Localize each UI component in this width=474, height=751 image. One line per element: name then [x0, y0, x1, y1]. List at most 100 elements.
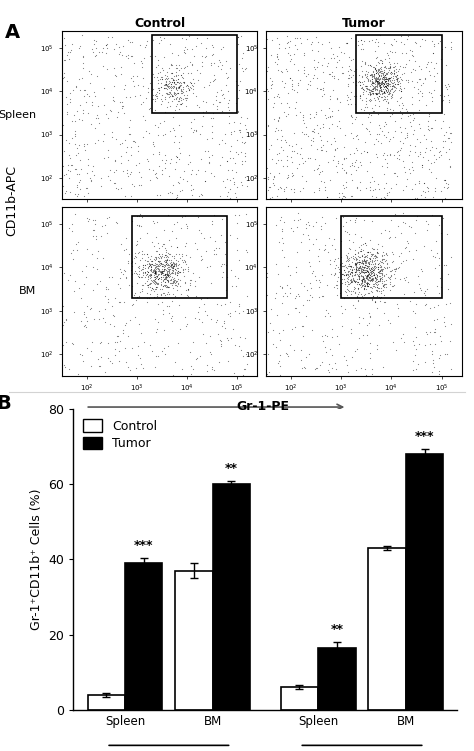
Point — [426, 327, 433, 339]
Point — [379, 68, 386, 80]
Point — [367, 264, 374, 276]
Point — [283, 181, 290, 193]
Point — [168, 83, 175, 95]
Point — [351, 274, 358, 286]
Point — [382, 78, 390, 90]
Point — [304, 78, 311, 90]
Point — [242, 62, 249, 74]
Point — [237, 345, 245, 357]
Point — [166, 273, 174, 285]
Text: CD11b-APC: CD11b-APC — [5, 165, 18, 237]
Point — [421, 356, 428, 368]
Point — [288, 78, 296, 90]
Point — [136, 264, 143, 276]
Point — [175, 103, 182, 115]
Point — [73, 238, 80, 250]
Point — [104, 293, 111, 305]
Point — [170, 257, 177, 269]
Point — [139, 259, 147, 271]
Point — [404, 77, 412, 89]
Point — [293, 147, 301, 159]
Point — [100, 128, 108, 140]
Point — [239, 305, 247, 317]
Point — [392, 345, 400, 357]
Point — [382, 74, 390, 86]
Point — [136, 254, 144, 266]
Point — [420, 176, 428, 189]
Point — [63, 98, 70, 110]
Point — [72, 163, 80, 175]
Point — [358, 255, 365, 267]
Point — [405, 149, 412, 161]
Point — [241, 149, 249, 161]
Point — [358, 290, 365, 302]
Point — [388, 77, 396, 89]
Point — [92, 234, 100, 246]
Point — [76, 153, 83, 165]
Point — [428, 348, 436, 360]
Point — [361, 261, 368, 273]
Point — [171, 258, 178, 270]
Point — [194, 306, 202, 318]
Point — [243, 180, 251, 192]
Point — [374, 51, 381, 63]
Point — [374, 270, 381, 282]
Point — [289, 146, 296, 158]
Point — [176, 266, 184, 278]
Point — [171, 263, 179, 275]
Point — [129, 135, 137, 147]
Point — [325, 358, 332, 370]
Point — [378, 256, 385, 268]
Point — [362, 80, 370, 92]
Point — [392, 70, 400, 82]
Point — [266, 181, 274, 193]
Point — [342, 354, 349, 366]
Point — [167, 82, 175, 94]
Point — [383, 73, 390, 85]
Point — [360, 273, 368, 285]
Point — [91, 137, 99, 149]
Point — [187, 122, 195, 134]
Point — [133, 291, 140, 303]
Point — [209, 74, 217, 86]
Point — [374, 266, 382, 278]
Point — [330, 255, 337, 267]
Point — [378, 264, 385, 276]
Point — [338, 320, 346, 332]
Point — [429, 47, 437, 59]
Point — [326, 254, 334, 266]
Point — [170, 74, 177, 86]
Point — [69, 159, 76, 171]
Point — [367, 262, 374, 274]
Point — [371, 82, 378, 94]
Point — [162, 153, 170, 165]
Point — [79, 29, 86, 41]
Point — [155, 248, 163, 260]
Point — [351, 216, 358, 228]
Point — [100, 42, 107, 54]
Point — [326, 309, 334, 321]
Point — [347, 327, 355, 339]
Point — [175, 82, 182, 94]
Point — [208, 125, 216, 137]
Point — [152, 283, 159, 295]
Point — [428, 91, 436, 103]
Point — [284, 350, 292, 362]
Point — [152, 257, 159, 269]
Point — [373, 77, 381, 89]
Point — [238, 155, 246, 167]
Point — [346, 243, 354, 255]
Point — [390, 85, 398, 97]
Point — [444, 268, 452, 280]
Point — [177, 69, 184, 81]
Point — [359, 274, 366, 286]
Point — [72, 275, 79, 287]
Point — [171, 124, 178, 136]
Point — [352, 257, 360, 269]
Point — [370, 270, 377, 282]
Point — [154, 255, 162, 267]
Point — [148, 236, 156, 248]
Point — [223, 67, 230, 79]
Point — [333, 50, 340, 62]
Point — [346, 263, 354, 275]
